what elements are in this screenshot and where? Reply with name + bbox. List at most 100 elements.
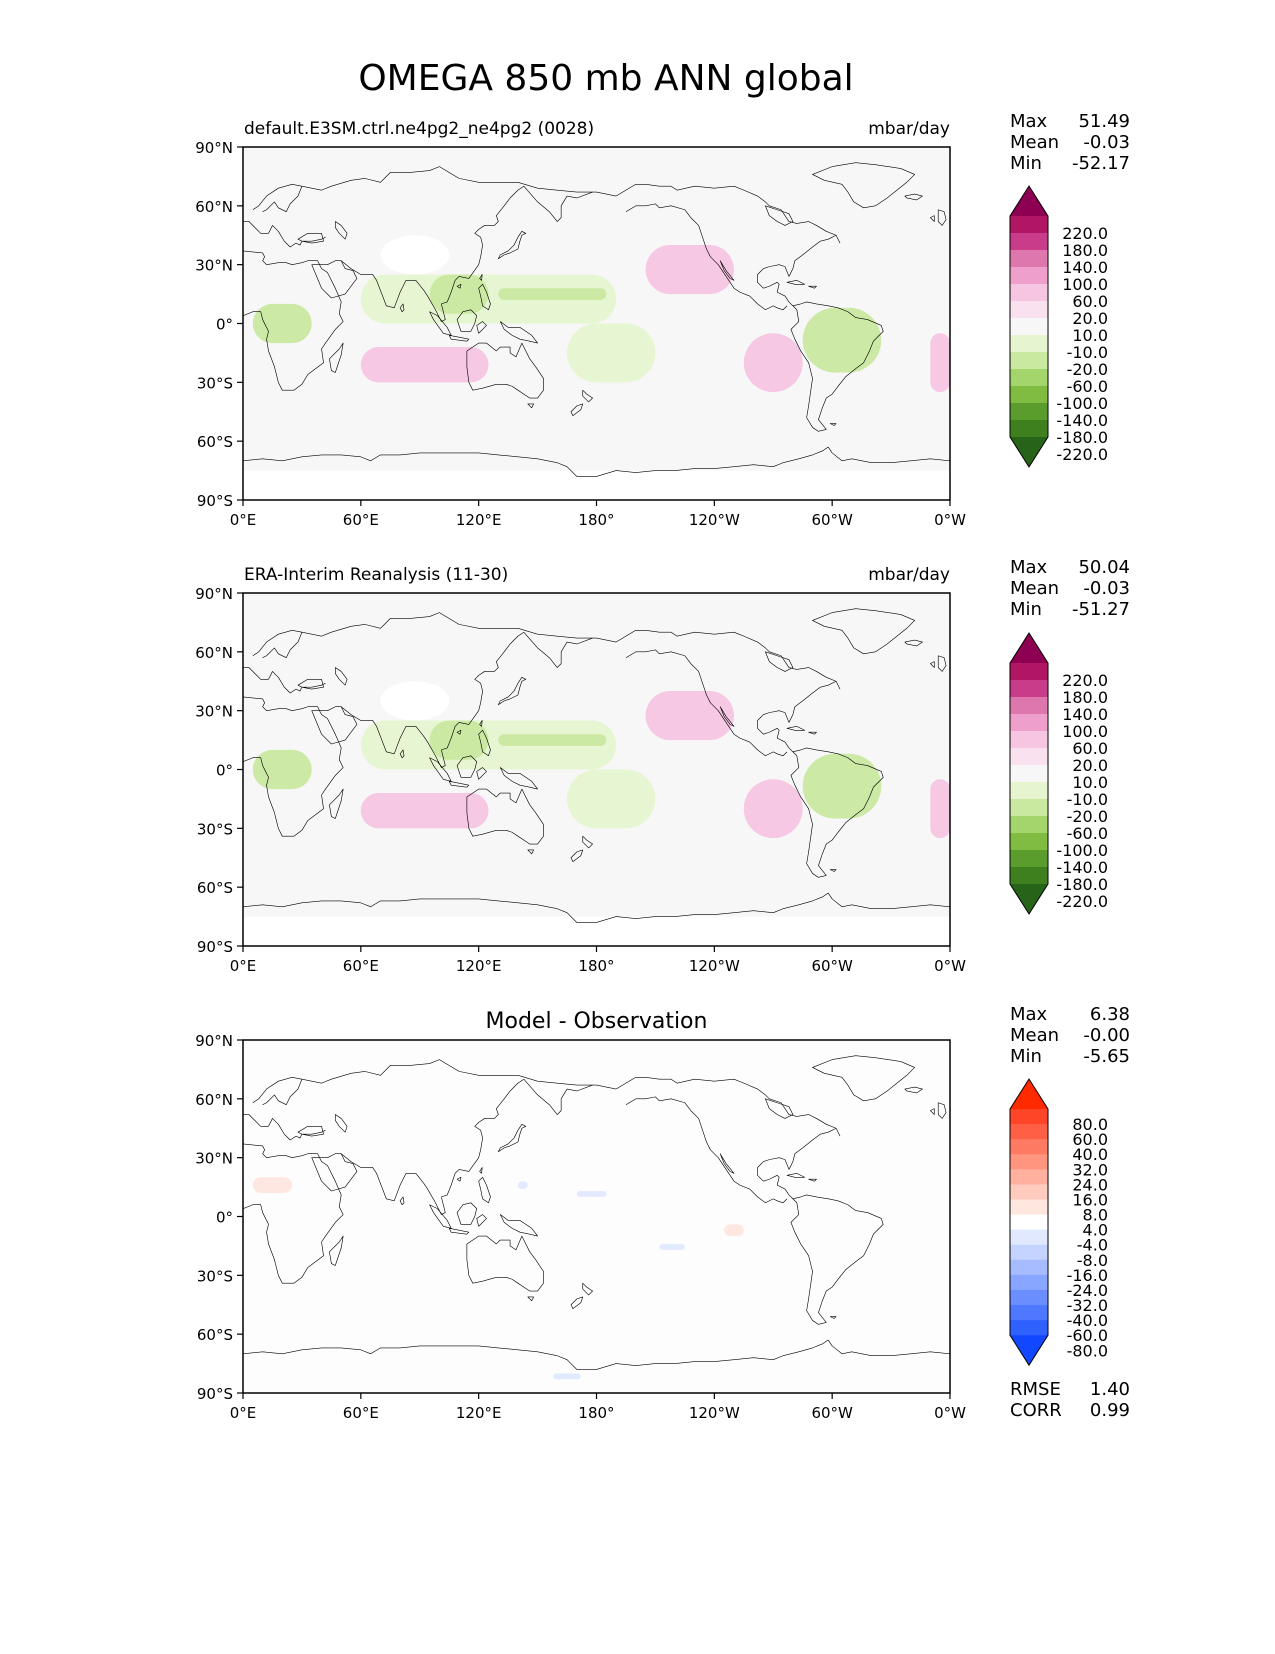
field-region-descent — [930, 779, 950, 839]
lat-tick-label: 90°S — [197, 492, 233, 510]
field-region-ascent — [567, 769, 656, 829]
extra-stat-value: 0.99 — [1090, 1400, 1130, 1421]
lat-tick-label: 30°N — [195, 703, 233, 721]
colorbar-label: -20.0 — [1067, 807, 1108, 826]
field-region-ascent — [429, 274, 489, 314]
field-region-positive — [252, 1177, 293, 1193]
field-region-descent — [360, 347, 489, 383]
colorbar-swatch — [1010, 1139, 1048, 1155]
colorbar-label: 140.0 — [1062, 258, 1108, 277]
lon-tick-label: 120°E — [456, 511, 502, 529]
stat-value: 6.38 — [1090, 1004, 1130, 1025]
colorbar-extend-max — [1010, 633, 1048, 663]
colorbar-label: -140.0 — [1056, 858, 1108, 877]
panel-title: default.E3SM.ctrl.ne4pg2_ne4pg2 (0028) — [244, 119, 594, 139]
lon-tick-label: 180° — [578, 957, 614, 975]
colorbar-swatch — [1010, 816, 1048, 834]
colorbar-label: -60.0 — [1067, 1326, 1108, 1345]
colorbar-label: -140.0 — [1056, 411, 1108, 430]
colorbar-label: 20.0 — [1072, 309, 1108, 328]
colorbar: 220.0180.0140.0100.060.020.010.0-10.0-20… — [1009, 185, 1108, 468]
extra-stat-label: RMSE — [1010, 1379, 1061, 1400]
colorbar-swatch — [1010, 799, 1048, 817]
colorbar-label: 220.0 — [1062, 671, 1108, 690]
stat-label: Mean — [1010, 1025, 1059, 1046]
stat-label: Max — [1010, 1004, 1048, 1025]
colorbar-swatch — [1010, 782, 1048, 800]
lat-tick-label: 60°N — [195, 644, 233, 662]
colorbar-swatch — [1010, 1244, 1048, 1261]
colorbar-swatch — [1010, 216, 1048, 234]
lon-tick-label: 180° — [578, 511, 614, 529]
colorbar-swatch — [1010, 1320, 1048, 1336]
lat-tick-label: 30°S — [197, 374, 233, 392]
lat-tick-label: 90°N — [195, 1032, 233, 1050]
colorbar-label: 140.0 — [1062, 705, 1108, 724]
colorbar-swatch — [1010, 714, 1048, 732]
colorbar-label: -220.0 — [1056, 892, 1108, 911]
stat-value: -0.03 — [1083, 132, 1130, 153]
colorbar-label: -220.0 — [1056, 445, 1108, 464]
colorbar-label: -180.0 — [1056, 875, 1108, 894]
colorbar-label: -32.0 — [1067, 1296, 1108, 1315]
stat-label: Min — [1010, 153, 1042, 174]
extra-stat-label: CORR — [1010, 1400, 1062, 1421]
colorbar-label: 80.0 — [1072, 1115, 1108, 1134]
stat-value: -51.27 — [1072, 599, 1130, 620]
colorbar-label: 60.0 — [1072, 292, 1108, 311]
panel-title: ERA-Interim Reanalysis (11-30) — [244, 565, 508, 585]
colorbar-label: -24.0 — [1067, 1281, 1108, 1300]
field-region-negative — [576, 1191, 607, 1197]
colorbar: 220.0180.0140.0100.060.020.010.0-10.0-20… — [1009, 632, 1108, 915]
field-region-positive — [724, 1224, 744, 1237]
colorbar-label: -4.0 — [1077, 1236, 1108, 1255]
colorbar-label: 4.0 — [1083, 1221, 1108, 1240]
field-region-ascent — [429, 720, 489, 760]
field-region-ascent — [567, 323, 656, 383]
lon-tick-label: 60°W — [811, 1404, 853, 1422]
colorbar-extend-min — [1010, 1335, 1048, 1366]
lat-tick-label: 60°N — [195, 198, 233, 216]
colorbar-label: 60.0 — [1072, 1130, 1108, 1149]
colorbar-swatch — [1010, 850, 1048, 868]
colorbar-swatch — [1010, 1154, 1048, 1170]
colorbar-swatch — [1010, 765, 1048, 783]
field-region-negative — [517, 1181, 528, 1190]
colorbar-label: -60.0 — [1067, 377, 1108, 396]
colorbar-label: 32.0 — [1072, 1160, 1108, 1179]
colorbar-label: -10.0 — [1067, 343, 1108, 362]
stat-value: -52.17 — [1072, 153, 1130, 174]
colorbar-label: -20.0 — [1067, 360, 1108, 379]
panel-obs: ERA-Interim Reanalysis (11-30) mbar/day 90… — [195, 557, 1130, 975]
colorbar-swatch — [1010, 301, 1048, 319]
panel-units: mbar/day — [868, 119, 950, 139]
colorbar-extend-max — [1010, 186, 1048, 216]
colorbar-label: -8.0 — [1077, 1251, 1108, 1270]
field-region-negative — [553, 1373, 581, 1380]
field-region-ascent — [252, 303, 312, 344]
colorbar-swatch — [1010, 680, 1048, 698]
lon-tick-label: 60°E — [343, 511, 379, 529]
lon-tick-label: 120°E — [456, 1404, 502, 1422]
colorbar-swatch — [1010, 833, 1048, 851]
colorbar-label: 10.0 — [1072, 326, 1108, 345]
colorbar-swatch — [1010, 369, 1048, 387]
field-region-descent — [743, 333, 803, 393]
lat-tick-label: 0° — [216, 1209, 233, 1227]
colorbar-label: 10.0 — [1072, 773, 1108, 792]
colorbar-swatch — [1010, 748, 1048, 766]
lat-tick-label: 90°N — [195, 585, 233, 603]
lon-tick-label: 180° — [578, 1404, 614, 1422]
lon-tick-label: 0°W — [934, 1404, 966, 1422]
colorbar-swatch — [1010, 420, 1048, 438]
lon-tick-label: 120°W — [689, 511, 740, 529]
lat-tick-label: 60°N — [195, 1091, 233, 1109]
lon-tick-label: 60°W — [811, 957, 853, 975]
colorbar-outline — [1009, 185, 1049, 468]
panel-title: Model - Observation — [486, 1009, 708, 1034]
colorbar-swatch — [1010, 697, 1048, 715]
colorbar-label: -80.0 — [1067, 1341, 1108, 1360]
field-region-descent — [645, 245, 734, 295]
colorbar-swatch — [1010, 352, 1048, 370]
